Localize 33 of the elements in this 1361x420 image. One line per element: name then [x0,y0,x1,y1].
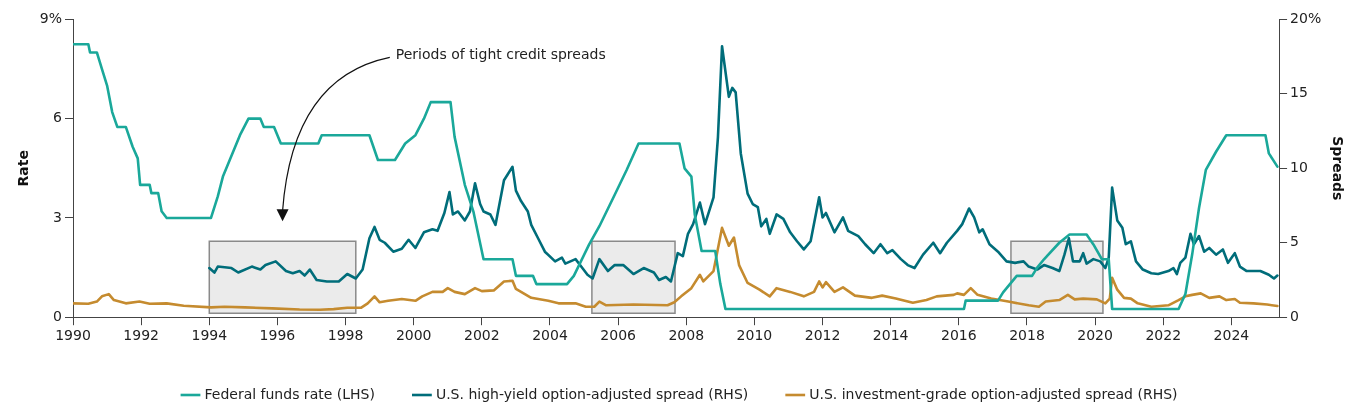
x-tick-label: 2016 [941,327,977,344]
y-axis-title: Rate [15,150,32,187]
x-tick-label: 1990 [55,327,91,344]
x-tick-label: 2012 [804,327,841,344]
legend-label: Federal funds rate (LHS) [204,385,375,402]
x-tick-label: 2022 [1145,327,1182,344]
y-tick-label: 3 [53,208,63,225]
x-tick-label: 2000 [395,327,432,344]
x-tick-label: 2006 [600,327,637,344]
legend-label: U.S. investment-grade option-adjusted spread (RHS) [809,385,1178,402]
y-tick-label: 9% [39,10,63,27]
y2-tick-label: 0 [1290,307,1299,324]
legend-label: U.S. high-yield option-adjusted spread (RHS) [435,385,749,402]
x-tick-label: 2018 [1009,327,1045,344]
x-tick-label: 2024 [1213,327,1250,344]
y2-tick-label: 10 [1290,158,1308,175]
x-tick-label: 1996 [259,327,296,344]
y-tick-label: 6 [53,109,63,126]
y2-axis-title: Spreads [1329,136,1346,201]
annotation: Periods of tight credit spreads [395,46,606,63]
x-tick-label: 2002 [464,327,500,344]
y2-tick-label: 5 [1290,233,1299,250]
x-tick-label: 2008 [668,327,705,344]
x-tick-label: 2004 [532,327,568,344]
x-tick-label: 2014 [872,327,909,344]
y2-tick-label: 20% [1290,10,1322,27]
x-tick-label: 1992 [123,327,159,344]
y2-tick-label: 15 [1290,84,1308,101]
x-tick-label: 1994 [191,327,228,344]
x-tick-label: 2010 [736,327,773,344]
x-tick-label: 1998 [327,327,364,344]
y-tick-label: 0 [53,307,63,324]
x-tick-label: 2020 [1077,327,1113,344]
